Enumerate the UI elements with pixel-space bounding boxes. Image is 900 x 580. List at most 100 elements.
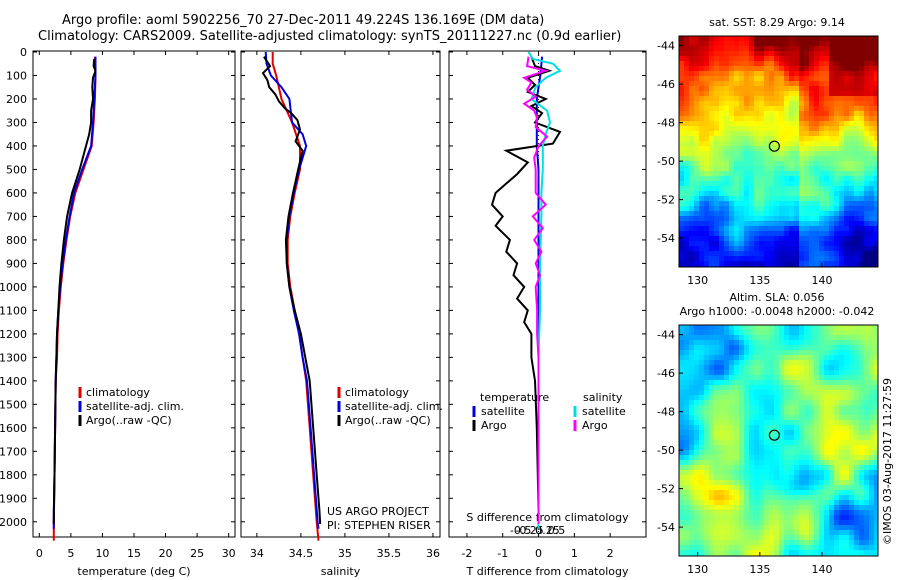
sla-map-cell (724, 445, 729, 450)
sla-map-cell (779, 400, 784, 405)
sla-map-cell (784, 450, 789, 455)
sst-map-cell (794, 246, 799, 251)
sst-map-cell (719, 196, 724, 201)
sla-map-cell (789, 465, 794, 470)
sst-map-cell (824, 226, 829, 231)
sst-map-cell (809, 96, 814, 101)
sla-map-cell (749, 450, 754, 455)
sst-map-cell (869, 241, 874, 246)
sst-map-cell (784, 106, 789, 111)
sst-map-cell (819, 231, 824, 236)
sst-map-cell (734, 196, 739, 201)
sst-map-cell (814, 261, 819, 266)
sst-map-cell (789, 91, 794, 96)
sla-map-cell (774, 330, 779, 335)
sst-map-cell (844, 41, 849, 46)
sst-map-cell (734, 151, 739, 156)
legend-label: climatology (345, 386, 409, 399)
sst-map-cell (824, 151, 829, 156)
sst-map-cell (864, 236, 869, 241)
sst-map-cell (709, 151, 714, 156)
sla-map-cell (829, 430, 834, 435)
sst-map-cell (719, 96, 724, 101)
sla-map-cell (749, 480, 754, 485)
sst-map-cell (724, 151, 729, 156)
sst-map-cell (759, 161, 764, 166)
sst-map-cell (839, 181, 844, 186)
sla-map-cell (684, 495, 689, 500)
sla-map-cell (704, 370, 709, 375)
sst-map-cell (744, 126, 749, 131)
sst-map-cell (739, 66, 744, 71)
sst-map-cell (719, 201, 724, 206)
sla-map-cell (869, 355, 874, 360)
sla-map-cell (699, 490, 704, 495)
sst-map-cell (749, 261, 754, 266)
sla-map-cell (794, 325, 799, 330)
sla-map-cell (704, 470, 709, 475)
sla-map-cell (864, 435, 869, 440)
sla-map-cell (684, 385, 689, 390)
sla-map-cell (819, 520, 824, 525)
sla-map-cell (809, 335, 814, 340)
sla-map-cell (789, 350, 794, 355)
sst-map-cell (754, 226, 759, 231)
sst-map-cell (704, 231, 709, 236)
sla-map-cell (799, 405, 804, 410)
sst-map-cell (734, 46, 739, 51)
sla-map-cell (804, 490, 809, 495)
sla-map-cell (814, 465, 819, 470)
sla-map-cell (859, 385, 864, 390)
sst-map-cell (709, 216, 714, 221)
sla-map-cell (809, 525, 814, 530)
sla-map-cell (704, 545, 709, 550)
sst-map-cell (824, 191, 829, 196)
sla-map-cell (774, 505, 779, 510)
sla-map-cell (759, 530, 764, 535)
sst-map-cell (839, 41, 844, 46)
sst-map-cell (764, 181, 769, 186)
sst-map-cell (739, 191, 744, 196)
sla-map-cell (864, 415, 869, 420)
sst-map-cell (804, 236, 809, 241)
sst-map-cell (834, 71, 839, 76)
sla-map-cell (739, 490, 744, 495)
sst-map-cell (709, 201, 714, 206)
sla-map-cell (764, 420, 769, 425)
sla-map-cell (699, 330, 704, 335)
sst-map-cell (814, 81, 819, 86)
sst-map-cell (689, 131, 694, 136)
sla-map-cell (859, 355, 864, 360)
sst-map-cell (704, 171, 709, 176)
sst-map-cell (779, 76, 784, 81)
sla-map-cell (694, 475, 699, 480)
sst-map-cell (844, 66, 849, 71)
sst-map-cell (679, 36, 684, 41)
sla-map-cell (714, 410, 719, 415)
sst-map-cell (784, 46, 789, 51)
sst-map-cell (779, 81, 784, 86)
sst-map-cell (704, 91, 709, 96)
sla-map-cell (699, 405, 704, 410)
sst-map-cell (779, 71, 784, 76)
sla-map-cell (784, 435, 789, 440)
sst-map-cell (714, 46, 719, 51)
sla-map-cell (824, 470, 829, 475)
sla-map-cell (844, 515, 849, 520)
sst-map-cell (754, 156, 759, 161)
sst-map-cell (784, 91, 789, 96)
sla-map-cell (839, 460, 844, 465)
sla-map-cell (854, 330, 859, 335)
sst-map-cell (694, 81, 699, 86)
sla-map-cell (704, 550, 709, 555)
sst-map-cell (734, 211, 739, 216)
sst-map-cell (839, 36, 844, 41)
sla-map-cell (859, 455, 864, 460)
sla-map-cell (799, 345, 804, 350)
sla-map-cell (824, 500, 829, 505)
sla-map-cell (824, 545, 829, 550)
sla-map-cell (829, 515, 834, 520)
sst-map-cell (834, 156, 839, 161)
sla-map-cell (684, 380, 689, 385)
sla-map-cell (774, 345, 779, 350)
